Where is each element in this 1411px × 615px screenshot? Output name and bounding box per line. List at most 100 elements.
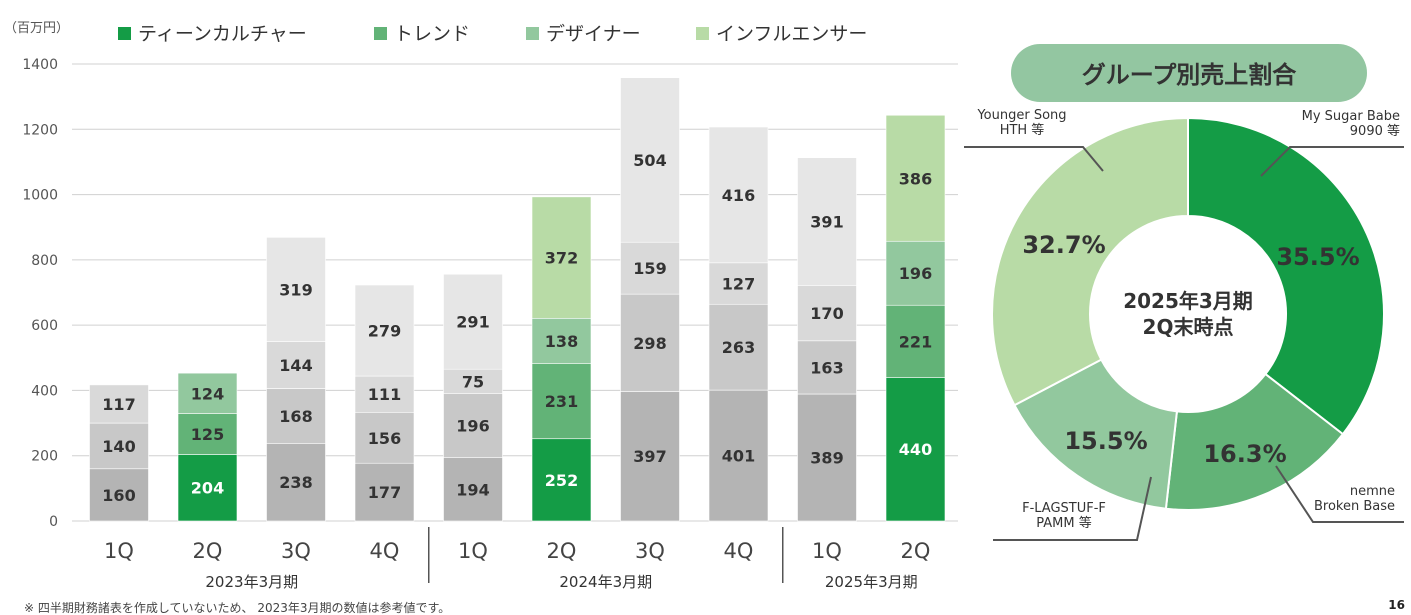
data-label: 416 — [722, 186, 755, 205]
data-label: 194 — [456, 480, 489, 499]
legend-swatch — [526, 27, 539, 40]
callout-label: My Sugar Babe — [1302, 109, 1400, 124]
donut-center-label: 2Q末時点 — [1143, 315, 1234, 339]
bar-segment — [885, 240, 946, 306]
bar-segment — [797, 285, 857, 342]
bar-stack: 204 125 124 — [177, 372, 238, 522]
bar-segment — [443, 457, 503, 522]
legend-swatch — [374, 27, 387, 40]
data-label: 401 — [722, 447, 755, 466]
bar-segment — [797, 157, 857, 286]
bar-segment — [354, 411, 415, 464]
bar-segment — [531, 438, 592, 522]
data-label: 504 — [633, 151, 666, 170]
bar-segment — [620, 77, 680, 243]
bar-segment — [266, 388, 326, 444]
y-tick-label: 200 — [31, 449, 58, 465]
bar-segment — [443, 393, 503, 458]
bar-segment — [266, 443, 326, 522]
bar-segment — [620, 241, 680, 295]
data-label: 140 — [102, 437, 135, 456]
donut-slice — [1187, 116, 1385, 436]
data-label: 124 — [191, 384, 224, 403]
x-tick-label: 2Q — [193, 539, 223, 563]
y-tick-label: 400 — [31, 383, 58, 399]
bar-segment — [885, 114, 946, 242]
footnote: ※ 四半期財務諸表を作成していないため、 2023年3月期の数値は参考値です。 — [24, 600, 450, 615]
data-label: 298 — [633, 334, 666, 353]
data-label: 319 — [279, 280, 312, 299]
y-tick-label: 1200 — [22, 122, 58, 138]
bar-segment — [708, 389, 769, 522]
bar-segment — [266, 341, 326, 389]
data-label: 144 — [279, 356, 312, 375]
slice-label: 16.3% — [1203, 440, 1286, 468]
bar-segment — [266, 237, 326, 342]
callout-label: Younger Song — [976, 108, 1066, 123]
bar-segment — [177, 454, 238, 522]
bar-segment — [177, 413, 238, 455]
data-label: 159 — [633, 259, 666, 278]
period-label: 2023年3月期 — [205, 573, 298, 591]
slice-label: 32.7% — [1022, 231, 1105, 259]
bar-segment — [89, 384, 149, 424]
pie-title: グループ別売上割合 — [1082, 61, 1298, 89]
data-label: 160 — [102, 486, 135, 505]
bar-stack: 440 221 196 386 — [885, 114, 946, 522]
legend-label: トレンド — [394, 23, 470, 45]
bar-segment — [708, 262, 769, 305]
y-tick-label: 600 — [31, 318, 58, 334]
data-label: 252 — [545, 471, 578, 490]
data-label: 138 — [545, 332, 578, 351]
data-label: 389 — [810, 449, 843, 468]
unit-label: （百万円） — [4, 21, 69, 36]
data-label: 75 — [462, 372, 484, 391]
title-pill — [1011, 44, 1367, 102]
slice-label: 35.5% — [1276, 243, 1359, 271]
bar-segment — [443, 273, 503, 370]
period-label: 2024年3月期 — [559, 573, 652, 591]
bar-segment — [89, 422, 149, 470]
legend-item: デザイナー — [526, 23, 641, 45]
bar-segment — [177, 372, 238, 414]
bar-stack: 252 231 138 372 — [531, 196, 592, 522]
period-label: 2025年3月期 — [825, 573, 918, 591]
callout-line — [1275, 465, 1404, 523]
data-label: 372 — [545, 249, 578, 268]
bar-segment — [354, 284, 415, 377]
x-tick-label: 3Q — [281, 539, 311, 563]
bar-segment — [708, 126, 769, 264]
bar-segment — [797, 393, 857, 522]
callout-label: nemne — [1350, 484, 1395, 499]
callout-label: F-LAGSTUF-F — [1022, 501, 1106, 516]
y-tick-label: 1000 — [22, 188, 58, 204]
bar-segment — [531, 363, 592, 440]
data-label: 291 — [456, 313, 489, 332]
bar-segment — [354, 375, 415, 413]
bar-segment — [354, 462, 415, 522]
callout-line — [964, 146, 1104, 172]
bar-stack: 389 163 170 391 — [797, 157, 857, 522]
page-number: 16 — [1388, 598, 1405, 612]
data-label: 168 — [279, 407, 312, 426]
callout-label: PAMM 等 — [1036, 515, 1091, 531]
donut-slice — [1013, 358, 1179, 510]
data-label: 263 — [722, 338, 755, 357]
x-tick-label: 4Q — [370, 539, 400, 563]
data-label: 125 — [191, 425, 224, 444]
data-label: 196 — [899, 264, 932, 283]
bar-segment — [443, 368, 503, 394]
legend-item: インフルエンサー — [696, 23, 867, 45]
x-tick-label: 4Q — [724, 539, 754, 563]
y-tick-label: 1400 — [22, 57, 58, 73]
legend-label: インフルエンサー — [716, 23, 867, 45]
donut-slice — [991, 116, 1189, 407]
data-label: 204 — [191, 479, 224, 498]
data-label: 391 — [810, 213, 843, 232]
bar-segment — [885, 377, 946, 522]
legend: ティーンカルチャー トレンド デザイナー インフルエンサー — [118, 23, 867, 45]
slice-label: 15.5% — [1064, 427, 1147, 455]
bar-stack: 401 263 127 416 — [708, 126, 769, 522]
x-tick-label: 1Q — [458, 539, 488, 563]
